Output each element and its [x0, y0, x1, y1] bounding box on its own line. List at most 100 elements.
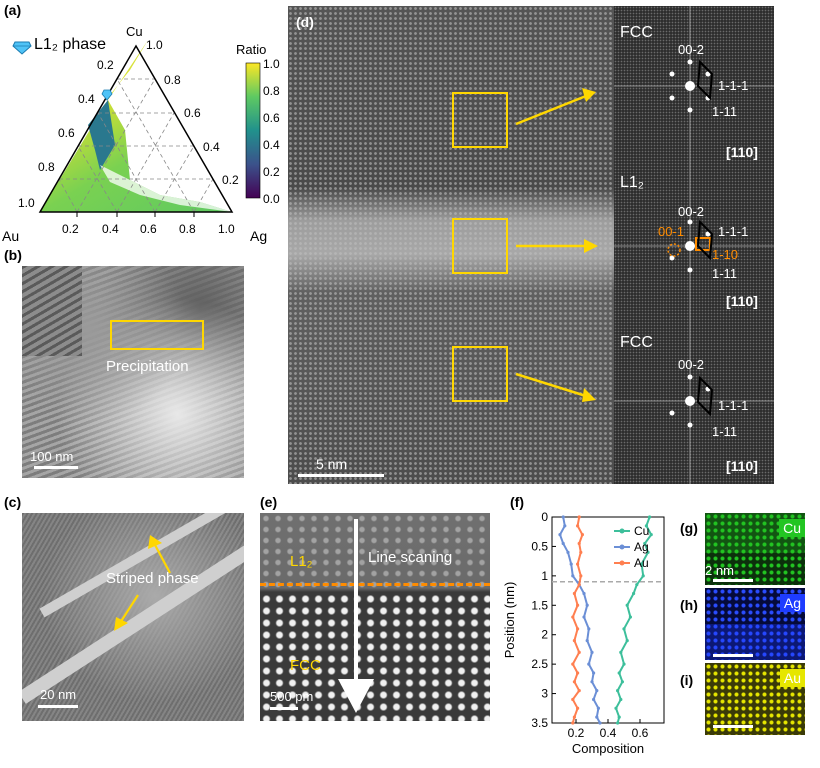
data-point-cu — [632, 591, 636, 596]
tick-right: 1.0 — [146, 38, 163, 52]
legend-label-au: Au — [634, 556, 649, 570]
ternary-ticks — [76, 212, 195, 217]
vertex-cu-label: Cu — [126, 24, 143, 39]
ternary-outline — [38, 44, 234, 213]
ternary-white-band — [100, 165, 232, 212]
y-tick-label: 2 — [541, 628, 548, 642]
panel-a-label: (a) — [4, 2, 22, 18]
fft-patterns — [614, 6, 774, 484]
scale-bar-label: 100 nm — [30, 449, 74, 464]
tick-left: 0.2 — [97, 58, 114, 72]
fft-zone-axis: [110] — [726, 144, 758, 160]
y-tick-label: 0.5 — [531, 539, 548, 553]
data-point-au — [579, 550, 583, 554]
phase-legend-label: L1₂ phase — [34, 36, 107, 53]
data-point-au — [576, 671, 580, 675]
data-point-ag — [563, 524, 567, 528]
line-scan-micrograph: L1₂ Line scaning FCC 500 pm — [260, 513, 490, 721]
vertex-au-label: Au — [2, 228, 20, 244]
data-point-cu — [644, 524, 648, 528]
ag-element-label: Ag — [779, 594, 805, 612]
data-point-ag — [569, 562, 573, 566]
series-line-cu — [614, 516, 653, 724]
tick-right: 0.6 — [184, 106, 201, 120]
data-point-au — [571, 615, 575, 619]
data-point-au — [579, 574, 583, 578]
panel-i-label: (i) — [680, 672, 694, 688]
line-scan-label: Line scaning — [368, 549, 453, 566]
data-point-au — [576, 524, 580, 528]
x-tick-label: 0.4 — [600, 726, 617, 740]
fft-spot-label: 1-11 — [712, 104, 738, 119]
data-point-au — [572, 680, 576, 684]
y-tick-label: 1.5 — [531, 598, 548, 612]
legend-diamond-icon — [12, 41, 32, 55]
ag-map: Ag — [705, 588, 805, 660]
data-point-cu — [640, 562, 644, 566]
data-point-au — [576, 562, 580, 566]
cu-map: Cu 2 nm — [705, 513, 805, 585]
data-point-au — [577, 583, 581, 587]
data-point-cu — [648, 515, 652, 519]
data-point-cu — [622, 662, 626, 666]
scale-bar — [713, 725, 753, 728]
fft-column: FCC 00-2 1-1-1 1-11 [110] L1₂ 00-2 1-1-1… — [614, 6, 774, 484]
data-point-au — [580, 533, 584, 537]
fft-spot-label: 1-1-1 — [718, 224, 749, 239]
data-point-au — [571, 697, 575, 702]
roi-box-middle — [452, 218, 508, 274]
y-tick-label: 2.5 — [531, 657, 548, 671]
colorbar — [245, 62, 261, 199]
au-map: Au — [705, 663, 805, 735]
data-point-au — [576, 706, 580, 710]
panel-h-label: (h) — [680, 597, 698, 613]
data-point-ag — [587, 627, 591, 631]
series-line-ag — [558, 516, 601, 724]
data-point-ag — [582, 591, 586, 596]
scale-bar — [34, 466, 78, 469]
cu-element-label: Cu — [779, 519, 805, 537]
ternary-fill-top — [108, 40, 148, 100]
data-point-ag — [592, 697, 596, 702]
data-point-ag — [595, 689, 599, 693]
data-point-ag — [595, 715, 599, 719]
ternary-grid — [58, 78, 214, 213]
tick-left: 1.0 — [18, 196, 35, 210]
data-point-ag — [571, 574, 575, 578]
colorbar-title: Ratio — [236, 42, 267, 57]
selection-box — [110, 320, 204, 350]
fft-spot-label: 1-1-1 — [718, 398, 749, 413]
data-point-cu — [617, 671, 621, 675]
scale-bar — [298, 474, 384, 477]
data-point-au — [576, 627, 580, 631]
data-point-au — [577, 650, 581, 654]
legend-marker-cu — [619, 528, 625, 534]
panel-b-label: (b) — [4, 247, 22, 263]
y-axis-label: Position (nm) — [502, 582, 517, 659]
data-point-ag — [566, 550, 570, 554]
fcc-phase-label: FCC — [290, 657, 321, 674]
data-point-cu — [625, 639, 629, 643]
fft-middle — [614, 166, 774, 326]
scale-bar-label: 500 pm — [270, 689, 314, 704]
precipitation-label: Precipitation — [106, 358, 189, 375]
hrtem-micrograph: (d) 5 nm — [288, 6, 614, 484]
data-point-au — [572, 639, 576, 643]
scale-bar — [270, 707, 298, 710]
data-point-ag — [596, 706, 600, 710]
fft-spot-label: 00-2 — [678, 204, 705, 219]
legend-marker-au — [619, 560, 625, 566]
scale-bar — [713, 579, 753, 582]
x-tick-label: 0.2 — [568, 726, 585, 740]
colorbar-tick: 0.4 — [263, 138, 280, 152]
colorbar-tick: 1.0 — [263, 57, 280, 71]
fft-spot-label: 1-11 — [712, 266, 738, 281]
data-point-ag — [582, 615, 586, 619]
panel-c-label: (c) — [4, 494, 22, 510]
legend-label-ag: Ag — [634, 540, 649, 554]
l12-phase-label: L1₂ — [290, 553, 313, 570]
fft-phase-label: FCC — [620, 24, 653, 41]
fft-phase-label: L1₂ — [620, 174, 645, 191]
interface-line — [260, 583, 490, 586]
